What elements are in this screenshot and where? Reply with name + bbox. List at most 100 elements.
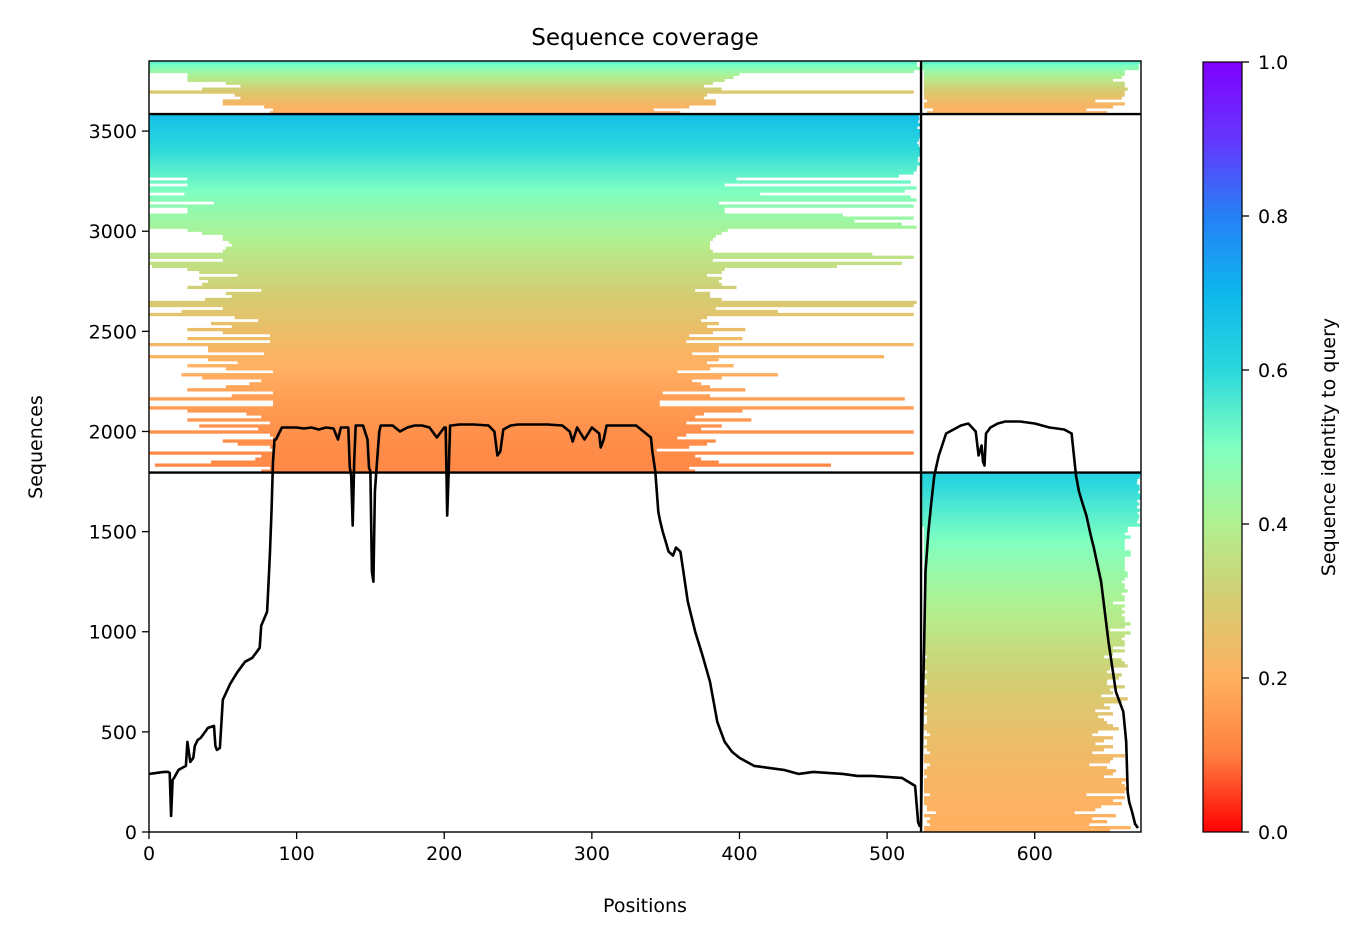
heatmap-row (924, 685, 1125, 689)
heatmap-row (924, 541, 1125, 545)
heatmap-row (181, 373, 778, 377)
heatmap-row (149, 180, 911, 184)
heatmap-row (924, 700, 1122, 704)
heatmap-row (927, 748, 1105, 752)
heatmap-row (924, 661, 1125, 665)
x-tick-label: 600 (1017, 843, 1053, 865)
heatmap-row (924, 562, 1125, 566)
heatmap-row (924, 643, 1125, 647)
heatmap-row (187, 336, 743, 341)
heatmap-row (208, 346, 719, 350)
block-chain1-paired (149, 61, 921, 115)
y-tick-label: 1500 (89, 522, 137, 544)
heatmap-row (924, 772, 1113, 776)
heatmap-row (924, 814, 1116, 818)
heatmap-row (924, 565, 1125, 569)
heatmap-row (187, 409, 743, 413)
heatmap-row (924, 586, 1125, 590)
heatmap-row (924, 724, 1113, 728)
heatmap-row (921, 61, 1140, 65)
heatmap-row (924, 628, 1110, 632)
heatmap-row (924, 727, 1119, 731)
heatmap-row (270, 466, 690, 470)
heatmap-row (214, 201, 719, 205)
heatmap-row (240, 96, 704, 100)
heatmap-row (924, 622, 1131, 626)
heatmap-row (924, 72, 1125, 77)
heatmap-row (237, 361, 707, 365)
heatmap-row (270, 111, 681, 115)
heatmap-row (149, 397, 905, 401)
heatmap-row (924, 664, 1128, 668)
heatmap-row (921, 523, 1141, 527)
heatmap-row (261, 469, 696, 473)
heatmap-row (149, 261, 902, 265)
heatmap-row (921, 493, 1141, 497)
heatmap-row (921, 472, 1141, 476)
heatmap-row (927, 703, 1105, 707)
heatmap-row (149, 66, 921, 71)
heatmap-row (222, 439, 716, 443)
heatmap-row (149, 123, 921, 127)
heatmap-row (924, 589, 1128, 593)
heatmap-row (231, 324, 707, 329)
heatmap-row (921, 475, 1140, 479)
heatmap-row (924, 631, 1131, 635)
heatmap-row (231, 243, 710, 247)
heatmap-row (149, 138, 919, 142)
heatmap-row (924, 736, 1113, 740)
heatmap-row (924, 757, 1113, 761)
heatmap-row (924, 75, 1122, 79)
heatmap-row (927, 721, 1108, 725)
heatmap-row (273, 108, 654, 112)
heatmap-row (924, 598, 1125, 602)
coverage-layer (149, 420, 1140, 829)
heatmap-row (270, 445, 690, 449)
block-chain2-paired (921, 61, 1140, 115)
colorbar-tick-label: 1.0 (1258, 52, 1288, 74)
colorbar-tick-label: 0.2 (1258, 668, 1288, 690)
heatmap-row (211, 460, 719, 464)
heatmap-row (927, 682, 1108, 686)
heatmap-row (927, 718, 1105, 722)
heatmap-row (924, 607, 1122, 611)
heatmap-row (924, 81, 1125, 85)
heatmap-row (924, 781, 1122, 785)
heatmap-row (149, 144, 919, 148)
heatmap-row (929, 751, 1093, 755)
heatmap-row (149, 300, 917, 305)
heatmap-row (921, 490, 1139, 494)
heatmap-row (202, 231, 722, 235)
heatmap-row (927, 670, 1108, 674)
heatmap-row (924, 625, 1125, 629)
heatmap-row (225, 246, 711, 250)
heatmap-row (270, 333, 690, 338)
heatmap-row (149, 61, 917, 65)
heatmap-row (924, 691, 1113, 695)
heatmap-row (208, 279, 719, 284)
heatmap-row (270, 433, 687, 437)
heatmap-row (927, 742, 1096, 746)
heatmap-row (924, 802, 1122, 806)
heatmap-row (225, 291, 711, 296)
heatmap-row (924, 601, 1113, 605)
heatmap-row (924, 673, 1122, 677)
y-tick-label: 500 (101, 722, 137, 744)
heatmap-row (149, 303, 914, 308)
colorbar-label: Sequence identity to query (1318, 318, 1340, 576)
heatmap-row (270, 339, 687, 344)
heatmap-row (149, 255, 914, 259)
heatmap-row (921, 487, 1140, 491)
heatmap-row (924, 826, 1131, 830)
heatmap-row (258, 318, 702, 323)
heatmap-row (924, 550, 1131, 554)
y-tick-label: 2000 (89, 421, 137, 443)
heatmap-row (924, 574, 1128, 578)
heatmap-row (199, 276, 722, 281)
block-chain1-unpaired (149, 114, 921, 473)
x-tick-label: 500 (869, 843, 905, 865)
heatmap-row (924, 658, 1122, 662)
heatmap-row (149, 213, 843, 217)
